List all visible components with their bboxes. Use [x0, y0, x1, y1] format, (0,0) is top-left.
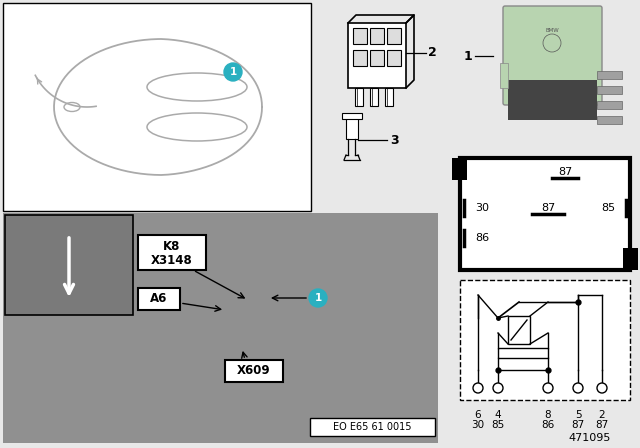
Bar — [452, 158, 467, 180]
Bar — [348, 23, 406, 88]
Bar — [342, 113, 362, 119]
Text: 4: 4 — [495, 410, 501, 420]
Text: A6: A6 — [150, 293, 168, 306]
Text: EO E65 61 0015: EO E65 61 0015 — [333, 422, 412, 432]
Bar — [225, 360, 283, 382]
Bar — [460, 158, 630, 270]
Bar — [508, 316, 530, 344]
Bar — [5, 215, 133, 315]
Text: 86: 86 — [541, 420, 555, 430]
Bar — [346, 117, 358, 139]
Bar — [370, 88, 378, 106]
Text: 5: 5 — [575, 410, 581, 420]
Bar — [370, 50, 384, 66]
Circle shape — [543, 34, 561, 52]
Bar — [310, 418, 435, 436]
Circle shape — [543, 383, 553, 393]
Text: 85: 85 — [601, 203, 615, 213]
Text: 2: 2 — [598, 410, 605, 420]
Text: 86: 86 — [475, 233, 489, 243]
Bar — [353, 50, 367, 66]
Text: K8: K8 — [163, 240, 180, 253]
Text: 85: 85 — [492, 420, 504, 430]
Bar — [508, 80, 597, 120]
Ellipse shape — [147, 113, 247, 141]
Text: 87: 87 — [572, 420, 584, 430]
Bar — [385, 88, 393, 106]
Bar — [355, 88, 363, 106]
Bar — [597, 101, 622, 109]
Text: 87: 87 — [595, 420, 609, 430]
Text: 6: 6 — [475, 410, 481, 420]
Bar — [460, 158, 630, 270]
Text: 87: 87 — [541, 203, 555, 213]
Bar — [460, 280, 630, 400]
Circle shape — [493, 383, 503, 393]
Text: 3: 3 — [390, 134, 399, 146]
Text: X609: X609 — [237, 365, 271, 378]
Bar — [387, 50, 401, 66]
Text: 1: 1 — [314, 293, 322, 303]
Text: 471095: 471095 — [569, 433, 611, 443]
Bar — [623, 248, 638, 270]
Text: BMW: BMW — [545, 27, 559, 33]
Bar — [597, 116, 622, 124]
Bar — [498, 348, 548, 358]
Circle shape — [573, 383, 583, 393]
Bar — [138, 288, 180, 310]
Bar — [387, 28, 401, 44]
Bar — [597, 86, 622, 94]
Circle shape — [224, 63, 242, 81]
Circle shape — [473, 383, 483, 393]
Text: X3148: X3148 — [151, 254, 193, 267]
FancyBboxPatch shape — [503, 6, 602, 105]
Bar — [3, 213, 438, 443]
Circle shape — [309, 289, 327, 307]
Ellipse shape — [64, 103, 80, 112]
Text: 1: 1 — [229, 67, 237, 77]
Text: 87: 87 — [558, 167, 572, 177]
Text: 30: 30 — [475, 203, 489, 213]
Bar — [353, 28, 367, 44]
Ellipse shape — [147, 73, 247, 101]
Text: 2: 2 — [428, 47, 436, 60]
Text: 30: 30 — [472, 420, 484, 430]
Bar — [138, 235, 206, 270]
Text: 8: 8 — [545, 410, 551, 420]
Bar — [370, 28, 384, 44]
Circle shape — [597, 383, 607, 393]
Bar — [597, 71, 622, 79]
Bar — [500, 63, 508, 88]
Bar — [3, 3, 311, 211]
Text: 1: 1 — [463, 49, 472, 63]
